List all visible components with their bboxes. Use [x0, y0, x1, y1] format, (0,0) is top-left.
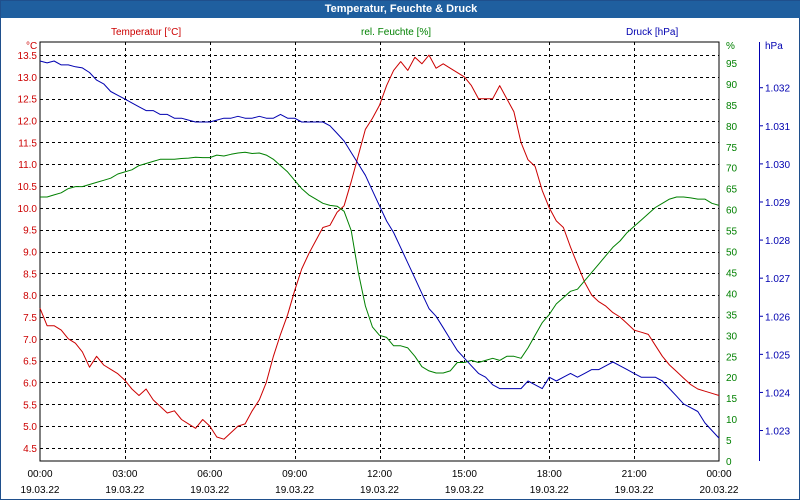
temperature-tick-label: 8.0: [23, 291, 37, 302]
humidity-tick-label: 90: [726, 80, 738, 91]
pressure-axis-title: Druck [hPa]: [626, 27, 678, 38]
x-tick-time-label: 03:00: [112, 469, 137, 480]
humidity-tick-label: 40: [726, 289, 738, 300]
humidity-tick-label: 50: [726, 248, 738, 259]
temperature-tick-label: 4.5: [23, 444, 37, 455]
x-tick-time-label: 18:00: [537, 469, 562, 480]
pressure-tick-label: 1.029: [765, 198, 790, 209]
humidity-tick-label: 45: [726, 268, 738, 279]
pressure-tick-label: 1.025: [765, 350, 790, 361]
pressure-tick-label: 1.032: [765, 84, 790, 95]
humidity-series-line: [40, 151, 720, 374]
x-tick-date-label: 19.03.22: [190, 485, 229, 496]
plot-area: [39, 41, 720, 462]
pressure-tick-label: 1.031: [765, 122, 790, 133]
pressure-tick-label: 1.027: [765, 274, 790, 285]
temperature-tick-label: 6.5: [23, 357, 37, 368]
humidity-tick-label: 25: [726, 352, 738, 363]
x-tick-date-label: 20.03.22: [700, 485, 739, 496]
x-tick-time-label: 15:00: [452, 469, 477, 480]
humidity-tick-label: 70: [726, 164, 738, 175]
temperature-tick-label: 5.5: [23, 400, 37, 411]
temperature-tick-label: 13.0: [18, 73, 38, 84]
temperature-tick-label: 7.0: [23, 335, 37, 346]
pressure-tick-label: 1.024: [765, 388, 790, 399]
x-tick-date-label: 19.03.22: [445, 485, 484, 496]
humidity-axis-title: rel. Feuchte [%]: [361, 27, 431, 38]
humidity-tick-label: 0: [726, 457, 732, 468]
x-tick-date-label: 19.03.22: [530, 485, 569, 496]
x-tick-date-label: 19.03.22: [360, 485, 399, 496]
humidity-tick-label: 95: [726, 59, 738, 70]
x-tick-time-label: 21:00: [622, 469, 647, 480]
temperature-tick-label: 6.0: [23, 378, 37, 389]
pressure-tick-label: 1.030: [765, 160, 790, 171]
chart-title: Temperatur, Feuchte & Druck: [1, 1, 800, 18]
temperature-tick-label: 10.5: [18, 182, 38, 193]
temperature-tick-label: 12.0: [18, 117, 38, 128]
humidity-tick-label: 65: [726, 185, 738, 196]
temperature-tick-label: 11.5: [18, 138, 37, 149]
pressure-unit-label: hPa: [765, 41, 783, 52]
x-tick-time-label: 00:00: [27, 469, 52, 480]
temperature-tick-label: 12.5: [18, 95, 38, 106]
pressure-tick-label: 1.023: [765, 427, 790, 438]
humidity-tick-label: 15: [726, 394, 738, 405]
humidity-tick-label: 80: [726, 122, 738, 133]
humidity-tick-label: 5: [726, 436, 732, 447]
temperature-tick-label: 11.0: [18, 160, 37, 171]
humidity-tick-label: 20: [726, 373, 738, 384]
temperature-series-line: [39, 54, 720, 440]
temperature-tick-label: 9.5: [23, 226, 37, 237]
humidity-tick-label: 10: [726, 415, 738, 426]
temperature-tick-label: 5.0: [23, 422, 37, 433]
pressure-tick-label: 1.026: [765, 312, 790, 323]
x-tick-time-label: 06:00: [197, 469, 222, 480]
temperature-tick-label: 9.0: [23, 248, 37, 259]
x-tick-time-label: 09:00: [282, 469, 307, 480]
x-tick-date-label: 19.03.22: [105, 485, 144, 496]
x-tick-date-label: 19.03.22: [21, 485, 60, 496]
humidity-tick-label: 60: [726, 206, 738, 217]
temperature-tick-label: 13.5: [18, 51, 38, 62]
humidity-tick-label: 75: [726, 143, 738, 154]
humidity-tick-label: 30: [726, 331, 738, 342]
x-tick-date-label: 19.03.22: [615, 485, 654, 496]
pressure-tick-label: 1.028: [765, 236, 790, 247]
humidity-tick-label: 85: [726, 101, 738, 112]
temperature-unit-label: °C: [26, 41, 37, 52]
pressure-series-line: [39, 60, 720, 439]
humidity-tick-label: 55: [726, 227, 738, 238]
temperature-axis-title: Temperatur [°C]: [111, 27, 181, 38]
x-tick-time-label: 12:00: [367, 469, 392, 480]
temperature-tick-label: 7.5: [23, 313, 37, 324]
temperature-tick-label: 10.0: [18, 204, 38, 215]
x-tick-time-label: 00:00: [706, 469, 731, 480]
humidity-unit-label: %: [726, 41, 735, 52]
humidity-tick-label: 35: [726, 310, 738, 321]
temperature-tick-label: 8.5: [23, 269, 37, 280]
x-tick-date-label: 19.03.22: [275, 485, 314, 496]
